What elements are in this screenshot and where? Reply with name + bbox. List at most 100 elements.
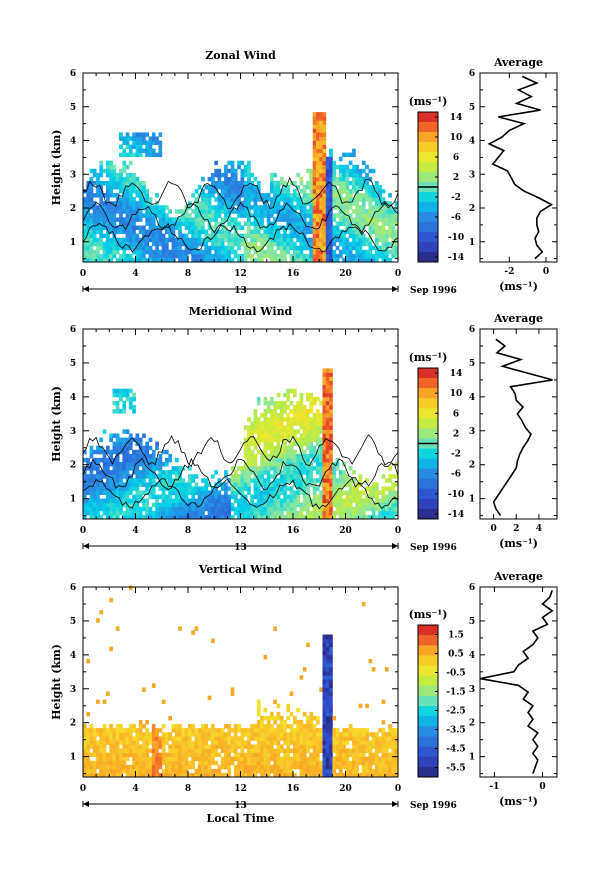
profile-x-label: (ms⁻¹): [499, 795, 538, 808]
profile-y-tick-label: 3: [469, 427, 475, 437]
y-tick-label: 6: [70, 325, 76, 335]
colorbar-tick-label: 2: [453, 429, 459, 439]
x-axis-label: Local Time: [207, 812, 275, 825]
profile-line: [479, 590, 554, 774]
profile-frame: [479, 328, 558, 520]
profile-x-label: (ms⁻¹): [499, 537, 538, 550]
colorbar-tick-label: -1.5: [446, 688, 465, 698]
profile-y-tick-label: 6: [469, 325, 475, 335]
profile-x-tick-label: 2: [513, 524, 519, 534]
profile-title: Average: [493, 56, 543, 69]
profile-x-tick-label: -1: [489, 782, 499, 792]
profile-x-tick-label: 4: [536, 524, 542, 534]
heatmap-cells: [83, 368, 399, 520]
x-axis: 0 4 8 12 16 20 0: [80, 73, 401, 279]
colorbar-tick-label: 2: [453, 173, 459, 183]
profile-y-tick-label: 1: [469, 238, 475, 248]
colorbar-tick-label: -0.5: [446, 669, 465, 679]
x-tick-label: 12: [234, 784, 247, 794]
y-tick-label: 3: [70, 427, 76, 437]
x-tick-label: 12: [234, 526, 247, 536]
chart-title: Vertical Wind: [198, 563, 283, 576]
colorbar-tick-label: 6: [453, 153, 459, 163]
date-month-label: Sep 1996: [410, 801, 457, 811]
y-tick-label: 1: [70, 495, 76, 505]
y-tick-label: 6: [70, 69, 76, 79]
x-tick-label: 0: [80, 784, 86, 794]
colorbar-tick-label: -10: [448, 490, 464, 500]
profile-title: Average: [493, 570, 543, 583]
profile-x-tick-label: 0: [539, 782, 545, 792]
x-tick-label: 16: [287, 784, 300, 794]
colorbar-tick-label: -14: [448, 253, 464, 263]
profile-frame: [479, 72, 558, 263]
colorbar-tick-label: -5.5: [446, 764, 465, 774]
x-tick-label: 20: [339, 784, 352, 794]
profile-y-tick-label: 6: [469, 583, 475, 593]
profile-y-tick-label: 4: [469, 651, 475, 661]
y-tick-label: 4: [70, 393, 76, 403]
y-tick-label: 2: [70, 461, 76, 471]
y-axis-label: Height (km): [50, 386, 63, 462]
colorbar-tick-label: -6: [451, 213, 461, 223]
profile-y-tick-label: 1: [469, 495, 475, 505]
date-axis: 13 Sep 1996: [82, 801, 457, 811]
profile-y-tick-label: 2: [469, 719, 475, 729]
date-day-label: 13: [234, 801, 247, 811]
x-tick-label: 0: [80, 526, 86, 536]
date-day-label: 13: [234, 286, 247, 296]
heatmap-cells: [83, 112, 399, 263]
date-month-label: Sep 1996: [410, 286, 457, 296]
date-axis: 13 Sep 1996: [82, 286, 457, 296]
colorbar-tick-label: -2: [451, 193, 461, 203]
colorbar-tick-label: 0.5: [448, 650, 464, 660]
x-tick-label: 20: [339, 269, 352, 279]
colorbar-tick-label: 14: [450, 113, 463, 123]
colorbar-tick-label: -2.5: [446, 707, 465, 717]
y-tick-label: 6: [70, 583, 76, 593]
y-tick-label: 1: [70, 753, 76, 763]
colorbar-tick-label: -10: [448, 233, 464, 243]
x-tick-label: 0: [395, 784, 401, 794]
profile-y-tick-label: 6: [469, 69, 475, 79]
profile-frame: [479, 586, 558, 778]
date-day-label: 13: [234, 543, 247, 553]
colorbar-tick-label: -14: [448, 510, 464, 520]
x-tick-label: 20: [339, 526, 352, 536]
colorbar-tick-label: 10: [450, 133, 463, 143]
x-tick-label: 4: [132, 526, 138, 536]
colorbar-tick-label: -3.5: [446, 726, 465, 736]
profile-y-tick-label: 5: [469, 359, 475, 369]
colorbar-tick-label: 6: [453, 409, 459, 419]
average-profile: Average 1 2 3 4 5 6 0 2 4 (ms⁻¹): [469, 312, 558, 550]
y-axis-label: Height (km): [50, 130, 63, 206]
y-tick-label: 4: [70, 651, 76, 661]
y-axis: 1 2 3 4 5 6: [70, 69, 398, 260]
y-tick-label: 5: [70, 359, 76, 369]
profile-y-tick-label: 2: [469, 204, 475, 214]
y-tick-label: 5: [70, 103, 76, 113]
colorbar-unit: (ms⁻¹): [409, 608, 448, 621]
colorbar-tick-label: -2: [451, 450, 461, 460]
x-tick-label: 8: [185, 269, 191, 279]
profile-y-tick-label: 5: [469, 103, 475, 113]
y-tick-label: 3: [70, 685, 76, 695]
x-tick-label: 0: [80, 269, 86, 279]
x-tick-label: 4: [132, 269, 138, 279]
x-tick-label: 4: [132, 784, 138, 794]
profile-y-tick-label: 1: [469, 753, 475, 763]
profile-y-tick-label: 3: [469, 170, 475, 180]
colorbar: (ms⁻¹)14 10 6 2 -2 -6 -10 -14: [409, 95, 465, 263]
profile-line: [487, 75, 554, 260]
x-tick-label: 0: [395, 526, 401, 536]
y-axis: 1 2 3 4 5 6: [70, 583, 398, 775]
chart-title: Zonal Wind: [205, 49, 276, 62]
profile-line: [492, 338, 553, 517]
x-tick-label: 0: [395, 269, 401, 279]
colorbar-tick-label: 14: [450, 369, 463, 379]
profile-y-tick-label: 4: [469, 393, 475, 403]
contour-lines: [82, 176, 399, 253]
